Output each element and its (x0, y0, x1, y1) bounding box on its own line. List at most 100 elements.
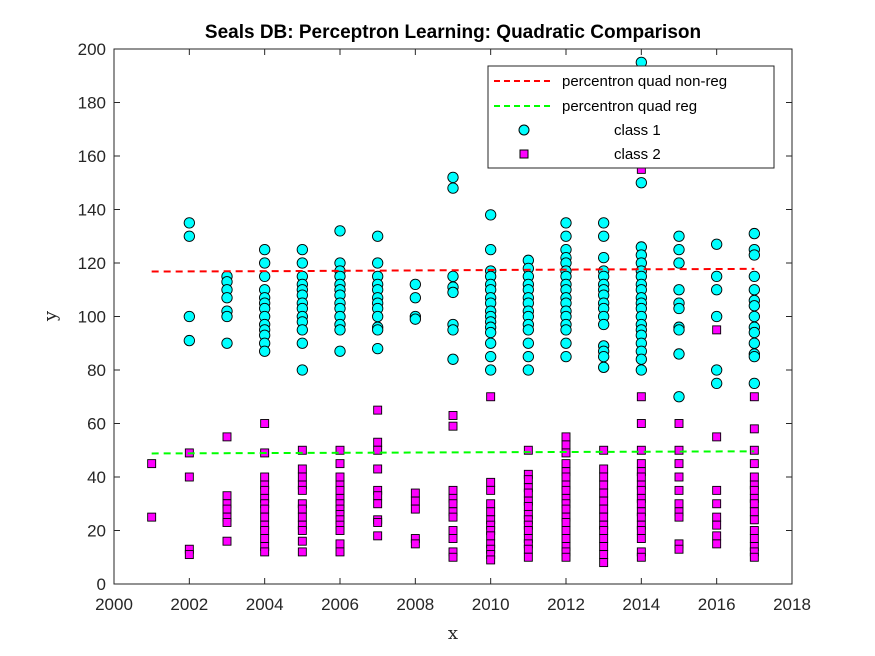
class-2-point (448, 411, 458, 420)
class-2-point (561, 432, 571, 442)
class-1-point (447, 270, 459, 283)
class-1-point (635, 364, 647, 376)
class-2-point (636, 459, 646, 469)
x-tick-label: 2016 (698, 595, 736, 614)
class-2-point (636, 419, 646, 428)
class-2-point (373, 491, 383, 501)
class-2-point (674, 485, 684, 495)
class-1-point (183, 334, 195, 347)
class-1-point (711, 284, 723, 296)
class-2-point (373, 499, 383, 509)
class-2-point (674, 459, 684, 469)
class-2-point (636, 485, 646, 495)
class-2-point (674, 445, 684, 455)
class-1-point (447, 324, 459, 336)
class-2-point (749, 507, 759, 517)
class-2-point (260, 526, 270, 535)
y-tick-label: 80 (87, 361, 106, 380)
class-2-point (147, 459, 157, 469)
class-2-point (260, 512, 270, 522)
class-2-point (448, 534, 458, 543)
class-1-point (748, 377, 760, 390)
class-1-point (522, 337, 534, 349)
class-1-point (711, 364, 723, 376)
y-tick-label: 40 (87, 468, 106, 487)
series-2-points (147, 164, 759, 568)
class-2-point (561, 534, 571, 543)
class-2-point (373, 445, 383, 455)
class-1-point (711, 270, 723, 283)
class-1-point (673, 257, 685, 269)
class-2-point (486, 507, 496, 517)
class-1-point (598, 318, 610, 331)
class-2-point (674, 472, 684, 482)
class-2-point (599, 496, 609, 506)
class-2-point (561, 472, 571, 482)
class-2-point (749, 526, 759, 535)
class-2-point (712, 531, 722, 541)
class-2-point (222, 536, 232, 546)
class-2-point (297, 512, 307, 522)
class-1-point (598, 217, 610, 229)
class-1-point (485, 350, 497, 363)
class-1-point (485, 364, 497, 376)
class-2-point (523, 526, 533, 535)
class-2-point (486, 485, 496, 495)
class-1-point (748, 337, 760, 349)
class-2-point (749, 445, 759, 455)
class-2-point (448, 499, 458, 509)
class-2-point (147, 512, 157, 522)
chart-title: Seals DB: Perceptron Learning: Quadratic… (205, 22, 701, 43)
class-2-point (636, 445, 646, 455)
class-2-point (712, 325, 722, 335)
x-tick-label: 2010 (472, 595, 510, 614)
class-2-point (523, 501, 533, 511)
class-1-point (560, 230, 572, 242)
class-1-point (711, 310, 723, 323)
class-2-point (599, 488, 609, 498)
class-1-point (748, 249, 760, 261)
class-2-point (260, 547, 270, 557)
class-2-point (712, 520, 722, 530)
legend-marker-class-2 (519, 149, 529, 159)
class-2-point (373, 518, 383, 527)
class-1-point (296, 337, 308, 349)
class-2-point (335, 485, 345, 495)
class-1-point (711, 377, 723, 390)
class-1-point (485, 337, 497, 349)
class-1-point (259, 257, 271, 269)
class-2-point (373, 405, 383, 415)
y-axis-label: y (40, 310, 61, 322)
legend-label-class-1: class 1 (614, 122, 661, 139)
class-1-point (221, 310, 233, 323)
class-2-point (599, 542, 609, 551)
y-tick-label: 180 (78, 94, 106, 113)
class-2-point (561, 440, 571, 450)
class-2-point (373, 437, 383, 447)
class-2-point (335, 547, 345, 557)
x-tick-label: 2014 (622, 595, 660, 614)
class-2-point (674, 512, 684, 522)
class-1-point (372, 324, 384, 336)
class-2-point (335, 472, 345, 482)
class-2-point (523, 544, 533, 554)
class-1-point (372, 230, 384, 242)
class-2-point (297, 504, 307, 514)
class-2-point (674, 419, 684, 428)
class-2-point (448, 421, 458, 431)
class-2-point (335, 459, 345, 469)
class-1-point (560, 350, 572, 363)
class-2-point (749, 515, 759, 525)
class-1-point (522, 324, 534, 336)
class-1-point (598, 230, 610, 242)
class-2-point (486, 477, 496, 487)
class-2-point (184, 472, 194, 482)
class-1-point (748, 270, 760, 283)
class-2-point (448, 485, 458, 495)
class-1-point (259, 243, 271, 256)
class-1-point (296, 257, 308, 269)
class-1-point (334, 324, 346, 336)
y-tick-label: 20 (87, 522, 106, 541)
class-2-point (297, 526, 307, 535)
